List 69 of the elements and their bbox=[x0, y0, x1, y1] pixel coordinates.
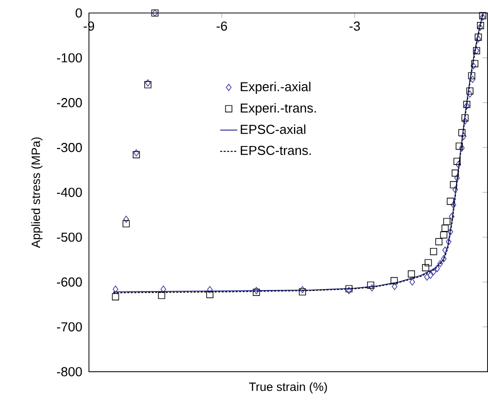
point bbox=[437, 260, 443, 268]
point bbox=[453, 158, 461, 166]
y-tick-label: -100 bbox=[56, 53, 82, 63]
point bbox=[112, 293, 120, 301]
point bbox=[392, 283, 398, 290]
point bbox=[207, 286, 213, 294]
point bbox=[459, 144, 465, 152]
point bbox=[428, 272, 434, 279]
x-axis-title: True strain (%) bbox=[249, 382, 327, 394]
point bbox=[158, 292, 166, 300]
point bbox=[442, 246, 448, 254]
point bbox=[424, 259, 432, 266]
point bbox=[470, 76, 476, 84]
point bbox=[435, 238, 442, 246]
point bbox=[466, 88, 474, 95]
point bbox=[448, 228, 454, 236]
point bbox=[467, 90, 473, 98]
point bbox=[452, 170, 459, 177]
point bbox=[424, 274, 430, 281]
point bbox=[122, 220, 130, 228]
point bbox=[460, 132, 466, 140]
y-tick-label: -600 bbox=[56, 278, 82, 287]
y-tick-label: -400 bbox=[56, 188, 82, 198]
point bbox=[430, 248, 438, 256]
point bbox=[446, 198, 454, 206]
point bbox=[450, 202, 456, 209]
point bbox=[443, 218, 450, 226]
point bbox=[454, 174, 460, 182]
point bbox=[206, 291, 214, 298]
point bbox=[450, 181, 458, 188]
point bbox=[446, 238, 452, 246]
x-tick-label: -3 bbox=[350, 22, 360, 31]
point bbox=[440, 232, 448, 239]
point bbox=[456, 161, 462, 168]
legend-label: EPSC-axial bbox=[240, 124, 306, 134]
point bbox=[123, 216, 129, 223]
y-tick-label: -200 bbox=[56, 98, 82, 108]
point bbox=[408, 270, 415, 278]
legend-label: Experi.-axial bbox=[240, 82, 310, 94]
point bbox=[470, 62, 476, 70]
legend-label: EPSC-trans. bbox=[240, 146, 311, 156]
y-tick-label: 0 bbox=[76, 8, 82, 18]
point bbox=[452, 186, 458, 194]
point bbox=[434, 265, 440, 272]
y-tick-label: -300 bbox=[56, 143, 82, 152]
point bbox=[112, 286, 118, 293]
y-axis-title: Applied stress (MPa) bbox=[31, 138, 42, 248]
legend-label: Experi.-trans. bbox=[240, 103, 316, 116]
point bbox=[442, 224, 449, 232]
point bbox=[300, 286, 306, 294]
point bbox=[422, 264, 430, 272]
point bbox=[430, 268, 436, 276]
x-tick-label: -6 bbox=[216, 22, 228, 31]
point bbox=[160, 286, 166, 293]
point bbox=[441, 255, 446, 262]
point bbox=[468, 72, 476, 80]
point bbox=[461, 114, 469, 122]
point bbox=[369, 284, 375, 292]
point bbox=[456, 142, 463, 150]
point bbox=[458, 129, 466, 136]
y-tick-label: -700 bbox=[56, 322, 82, 332]
y-tick-label: -800 bbox=[56, 367, 82, 376]
point bbox=[410, 278, 416, 286]
point bbox=[448, 213, 454, 220]
point bbox=[390, 277, 398, 284]
point bbox=[367, 282, 374, 289]
point bbox=[471, 60, 478, 68]
point bbox=[462, 118, 468, 125]
y-tick-label: -500 bbox=[56, 232, 82, 242]
